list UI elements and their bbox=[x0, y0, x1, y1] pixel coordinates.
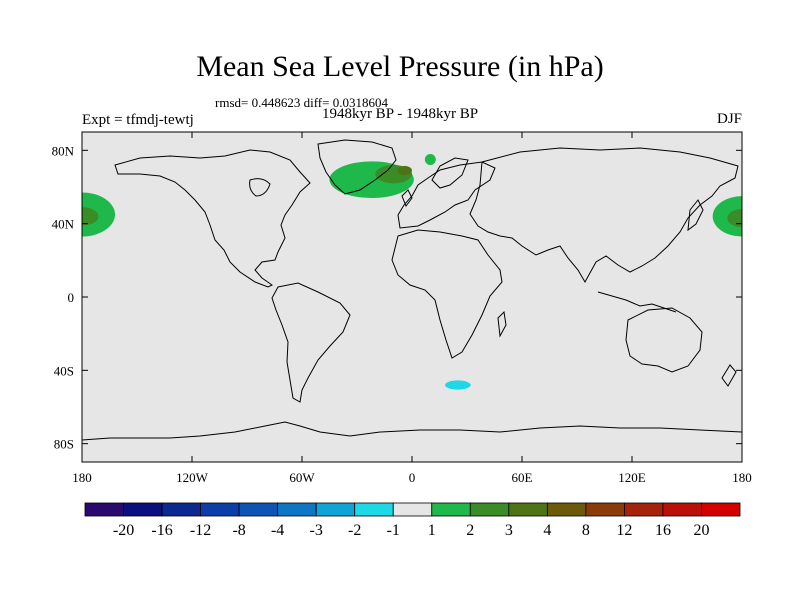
x-tick-label: 60E bbox=[512, 470, 533, 485]
colorbar-label: -1 bbox=[387, 522, 400, 539]
coast-new-zealand bbox=[721, 364, 737, 387]
y-tick-label: 80N bbox=[52, 143, 75, 158]
colorbar-label: 2 bbox=[466, 522, 474, 539]
x-tick-label: 0 bbox=[409, 470, 416, 485]
anomaly-north-pacific-west-core bbox=[82, 207, 99, 226]
colorbar-swatch bbox=[84, 502, 124, 517]
colorbar-label: 20 bbox=[693, 522, 709, 539]
colorbar-swatch bbox=[392, 502, 433, 517]
colorbar-swatch bbox=[431, 502, 471, 517]
coast-scandinavia bbox=[431, 157, 469, 189]
period-text: 1948kyr BP - 1948kyr BP bbox=[321, 106, 479, 122]
anomaly-southern-ocean bbox=[445, 380, 471, 390]
colorbar-label: 4 bbox=[543, 522, 551, 539]
x-axis: 180 120W 60W 0 60E 120E 180 bbox=[72, 132, 752, 485]
colorbar-swatch bbox=[701, 502, 741, 517]
colorbar-swatch bbox=[161, 502, 201, 517]
y-tick-label: 0 bbox=[68, 290, 75, 305]
coast-north-america bbox=[114, 149, 311, 288]
coast-europe bbox=[397, 161, 496, 229]
x-tick-label: 180 bbox=[72, 470, 92, 485]
colorbar-label: -12 bbox=[190, 522, 211, 539]
colorbar-label: 3 bbox=[505, 522, 513, 539]
colorbar-swatch bbox=[546, 502, 587, 517]
coast-south-america bbox=[271, 282, 351, 403]
colorbar-swatch bbox=[200, 502, 240, 517]
stats-text: rmsd= 0.448623 diff= 0.0318604 bbox=[215, 95, 388, 110]
anomaly-arctic-patch bbox=[424, 154, 436, 165]
coast-antarctica bbox=[82, 421, 742, 441]
y-axis: 80N 40N 0 40S 80S bbox=[52, 143, 742, 452]
colorbar-swatch bbox=[123, 502, 163, 517]
coast-hudson-bay bbox=[249, 178, 271, 197]
colorbar: -20 -16 -12 -8 -4 -3 -2 -1 1 2 3 4 8 12 16 20 bbox=[84, 502, 741, 539]
coast-british-isles bbox=[401, 189, 413, 208]
colorbar-swatch bbox=[238, 502, 279, 517]
colorbar-swatch bbox=[315, 502, 356, 517]
colorbar-label: 1 bbox=[428, 522, 436, 539]
colorbar-label: -2 bbox=[348, 522, 361, 539]
colorbar-swatch bbox=[585, 502, 625, 517]
colorbar-label: -20 bbox=[113, 522, 134, 539]
coast-madagascar bbox=[497, 310, 507, 338]
coast-japan bbox=[687, 199, 704, 232]
coast-greenland bbox=[317, 139, 397, 195]
colorbar-swatch bbox=[508, 502, 548, 517]
colorbar-swatch bbox=[662, 502, 702, 517]
colorbar-label: -3 bbox=[310, 522, 323, 539]
coast-indonesia bbox=[597, 291, 677, 313]
x-tick-label: 120E bbox=[618, 470, 646, 485]
colorbar-swatch bbox=[624, 502, 664, 517]
x-tick-label: 60W bbox=[289, 470, 315, 485]
x-tick-label: 180 bbox=[732, 470, 752, 485]
anomaly-north-pacific-east bbox=[712, 196, 742, 237]
colorbar-swatch bbox=[277, 502, 317, 517]
experiment-label: Expt = tfmdj-tewtj bbox=[82, 112, 194, 128]
season-label: DJF bbox=[716, 111, 742, 127]
anomaly-north-pacific-east-core bbox=[727, 209, 742, 228]
coast-asia bbox=[469, 147, 739, 284]
anomaly-north-atlantic-peak bbox=[397, 165, 412, 176]
colorbar-label: 12 bbox=[616, 522, 632, 539]
anomaly-north-pacific-west bbox=[82, 192, 115, 237]
y-tick-label: 40S bbox=[54, 363, 74, 378]
colorbar-label: 16 bbox=[655, 522, 671, 539]
colorbar-label: 8 bbox=[582, 522, 590, 539]
colorbar-label: -16 bbox=[151, 522, 172, 539]
colorbar-label: -4 bbox=[271, 522, 284, 539]
colorbar-swatch bbox=[354, 502, 394, 517]
map-background bbox=[82, 132, 742, 462]
y-tick-label: 80S bbox=[54, 437, 74, 452]
anomaly-layer bbox=[82, 154, 742, 390]
map-title: Mean Sea Level Pressure (in hPa) bbox=[196, 50, 604, 83]
coastlines bbox=[82, 139, 742, 441]
y-tick-label: 40N bbox=[52, 217, 75, 232]
x-tick-label: 120W bbox=[176, 470, 209, 485]
coast-africa bbox=[391, 229, 503, 359]
coast-australia bbox=[625, 307, 703, 373]
colorbar-label: -8 bbox=[232, 522, 245, 539]
colorbar-swatch bbox=[469, 502, 510, 517]
